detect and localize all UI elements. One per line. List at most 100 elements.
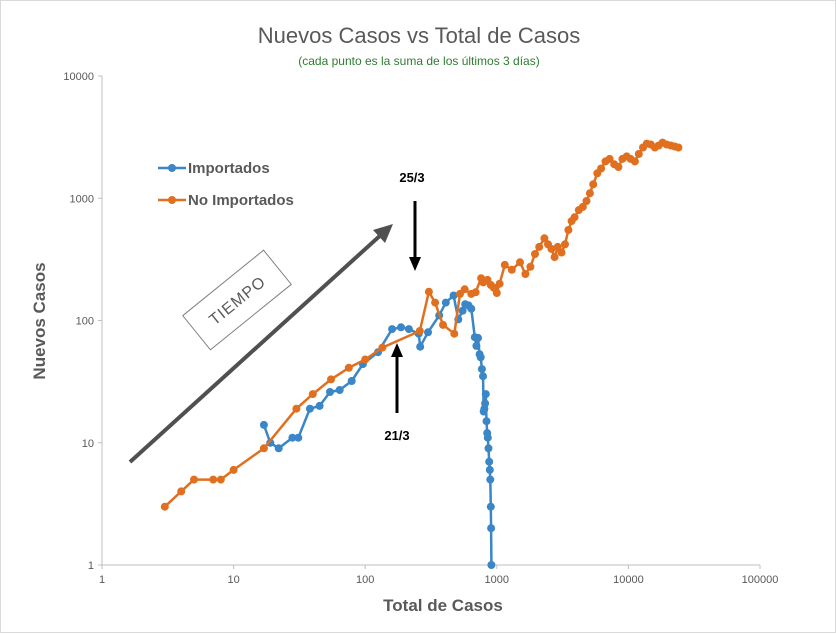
legend-marker-importados bbox=[168, 164, 176, 172]
data-point-no-importados bbox=[535, 242, 544, 251]
data-point-no-importados bbox=[378, 343, 387, 352]
y-tick-label: 1000 bbox=[70, 193, 94, 205]
data-point-importados bbox=[424, 328, 432, 337]
data-point-no-importados bbox=[507, 265, 516, 274]
data-point-no-importados bbox=[540, 234, 549, 243]
data-point-importados bbox=[347, 377, 356, 385]
data-point-importados bbox=[294, 433, 303, 442]
time-arrow-head bbox=[373, 224, 393, 243]
data-point-importados bbox=[326, 388, 334, 396]
data-point-no-importados bbox=[190, 475, 198, 484]
data-point-importados bbox=[315, 401, 324, 410]
annotation-21-3: 21/3 bbox=[384, 428, 409, 443]
legend-label-importados: Importados bbox=[188, 160, 270, 177]
data-point-no-importados bbox=[550, 253, 559, 262]
legend: Importados No Importados bbox=[158, 160, 294, 209]
data-point-importados bbox=[416, 342, 425, 351]
data-point-importados bbox=[274, 444, 283, 453]
arrow-25-3: 25/3 bbox=[399, 170, 425, 271]
data-point-no-importados bbox=[561, 240, 569, 249]
data-point-importados bbox=[487, 561, 496, 569]
data-point-no-importados bbox=[597, 164, 606, 173]
data-point-importados bbox=[483, 433, 492, 442]
data-point-no-importados bbox=[605, 154, 614, 163]
data-point-importados bbox=[481, 399, 490, 408]
data-point-no-importados bbox=[308, 390, 317, 399]
data-point-no-importados bbox=[578, 202, 587, 211]
data-point-no-importados bbox=[589, 180, 598, 189]
x-tick-label: 100 bbox=[356, 574, 374, 586]
y-tick-label: 1 bbox=[88, 560, 94, 572]
arrow-21-3: 21/3 bbox=[384, 343, 410, 443]
data-point-no-importados bbox=[177, 487, 186, 496]
data-point-no-importados bbox=[630, 157, 639, 166]
data-point-importados bbox=[474, 333, 482, 342]
data-point-no-importados bbox=[570, 213, 579, 222]
data-point-no-importados bbox=[500, 260, 509, 269]
data-point-no-importados bbox=[160, 502, 169, 511]
data-point-no-importados bbox=[614, 163, 623, 171]
tiempo-box bbox=[182, 249, 292, 351]
data-point-no-importados bbox=[424, 287, 433, 296]
data-point-no-importados bbox=[557, 248, 566, 257]
data-point-no-importados bbox=[327, 375, 335, 384]
data-point-importados bbox=[481, 390, 490, 399]
arrow-up-head bbox=[391, 343, 403, 357]
data-point-importados bbox=[484, 444, 493, 453]
data-point-importados bbox=[305, 404, 314, 413]
data-point-importados bbox=[486, 475, 495, 484]
data-point-importados bbox=[482, 417, 491, 426]
series-layer bbox=[160, 138, 683, 569]
y-tick-label: 10 bbox=[82, 438, 94, 450]
chart-title: Nuevos Casos vs Total de Casos bbox=[258, 23, 580, 48]
data-point-no-importados bbox=[439, 320, 447, 329]
data-point-no-importados bbox=[674, 143, 683, 152]
data-point-importados bbox=[476, 353, 485, 362]
data-point-no-importados bbox=[585, 189, 594, 198]
data-point-no-importados bbox=[431, 298, 440, 307]
data-point-importados bbox=[404, 325, 413, 334]
data-point-importados bbox=[487, 524, 496, 533]
data-point-no-importados bbox=[344, 363, 353, 372]
data-point-importados bbox=[449, 291, 458, 300]
y-tick-label: 10000 bbox=[63, 71, 94, 83]
data-point-importados bbox=[485, 457, 494, 466]
x-tick-label: 10000 bbox=[613, 574, 644, 586]
data-point-no-importados bbox=[516, 258, 524, 267]
data-point-no-importados bbox=[229, 465, 238, 474]
data-point-no-importados bbox=[531, 250, 539, 258]
data-point-no-importados bbox=[415, 327, 424, 335]
axes bbox=[98, 75, 761, 569]
x-tick-label: 1 bbox=[99, 574, 105, 586]
data-point-importados bbox=[259, 420, 268, 429]
x-tick-label: 100000 bbox=[742, 574, 779, 586]
data-point-importados bbox=[479, 372, 487, 381]
data-point-no-importados bbox=[564, 226, 573, 234]
x-tick-label: 10 bbox=[227, 574, 239, 586]
data-point-no-importados bbox=[582, 197, 591, 205]
data-point-importados bbox=[335, 386, 344, 394]
y-axis-title: Nuevos Casos bbox=[30, 262, 49, 379]
y-tick-labels: 1 10 100 1000 10000 bbox=[63, 71, 94, 572]
legend-marker-no-importados bbox=[168, 196, 176, 204]
data-point-importados bbox=[458, 306, 467, 315]
data-point-no-importados bbox=[259, 444, 268, 453]
data-point-no-importados bbox=[471, 288, 480, 297]
data-point-no-importados bbox=[547, 244, 556, 253]
data-point-importados bbox=[441, 298, 450, 307]
data-point-no-importados bbox=[553, 242, 562, 251]
y-tick-label: 100 bbox=[76, 316, 94, 328]
x-tick-label: 1000 bbox=[485, 574, 509, 586]
data-point-no-importados bbox=[495, 279, 504, 288]
data-point-no-importados bbox=[492, 289, 501, 297]
data-point-no-importados bbox=[216, 475, 225, 484]
data-point-importados bbox=[477, 365, 486, 374]
data-point-importados bbox=[485, 465, 494, 474]
tiempo-label: TIEMPO bbox=[206, 273, 269, 329]
data-point-no-importados bbox=[460, 285, 469, 294]
data-point-importados bbox=[486, 502, 495, 511]
data-point-importados bbox=[472, 341, 481, 350]
chart-subtitle: (cada punto es la suma de los últimos 3 … bbox=[298, 54, 539, 68]
